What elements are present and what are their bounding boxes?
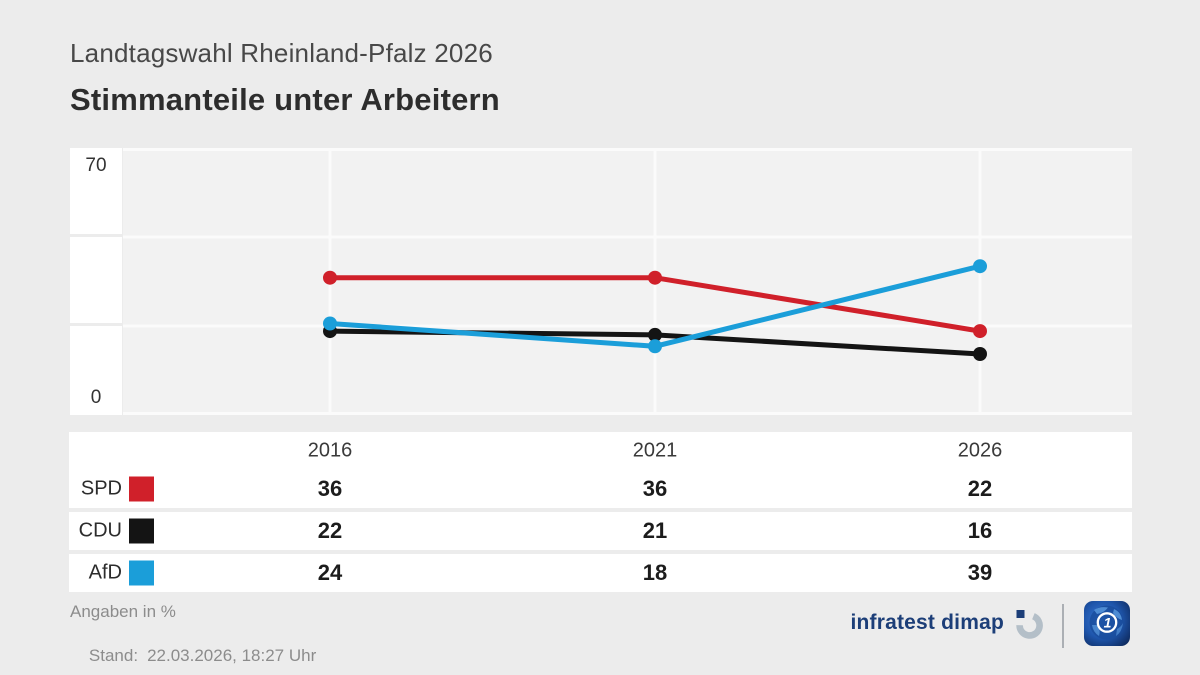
unit-note: Angaben in %: [70, 602, 176, 621]
footer-divider: [1062, 604, 1064, 648]
cdu-color-swatch: [129, 518, 154, 544]
line-chart-svg: [123, 148, 1132, 415]
party-label-afd: AfD: [88, 561, 122, 584]
afd-color-swatch: [129, 560, 154, 586]
svg-text:1: 1: [1104, 615, 1112, 631]
table-header-row: 2016 2021 2026: [69, 432, 1132, 470]
ard-tagesschau-logo-icon: 1: [1084, 601, 1130, 646]
y-axis-max-label: 70: [85, 155, 107, 176]
spd-color-swatch: [129, 476, 154, 502]
infratest-dimap-icon: [1016, 610, 1043, 639]
line-chart-plot: [123, 148, 1132, 415]
party-label-spd: SPD: [80, 477, 122, 500]
page-title: Stimmanteile unter Arbeitern: [70, 82, 500, 117]
cdu-value-2016: 22: [317, 518, 343, 543]
y-axis-box-bottom: 0: [70, 326, 122, 415]
y-axis-min-label: 0: [90, 387, 102, 408]
year-label-2016: 2016: [307, 439, 353, 462]
party-label-cdu: CDU: [78, 519, 122, 542]
cdu-value-2026: 16: [967, 518, 993, 543]
cdu-value-2021: 21: [642, 518, 668, 543]
year-label-2026: 2026: [957, 439, 1003, 462]
spd-value-2021: 36: [642, 476, 668, 501]
election-subtitle: Landtagswahl Rheinland-Pfalz 2026: [70, 38, 493, 68]
timestamp-value: 22.03.2026, 18:27 Uhr: [147, 646, 317, 665]
table-row-spd: SPD 36 36 22: [69, 470, 1132, 508]
afd-value-2021: 18: [642, 560, 668, 585]
timestamp-label: Stand:: [88, 646, 139, 665]
y-axis-box-middle: [70, 237, 122, 323]
afd-value-2026: 39: [967, 560, 993, 585]
timestamp-line: Stand: 22.03.2026, 18:27 Uhr: [70, 626, 316, 675]
spd-value-2026: 22: [967, 476, 993, 501]
afd-value-2016: 24: [317, 560, 343, 585]
table-row-cdu: CDU 22 21 16: [69, 512, 1132, 550]
year-label-2021: 2021: [632, 439, 678, 462]
y-axis-box-top: 70: [70, 148, 122, 234]
infratest-dimap-wordmark: infratest dimap: [850, 611, 1004, 634]
table-row-afd: AfD 24 18 39: [69, 554, 1132, 592]
spd-value-2016: 36: [317, 476, 343, 501]
